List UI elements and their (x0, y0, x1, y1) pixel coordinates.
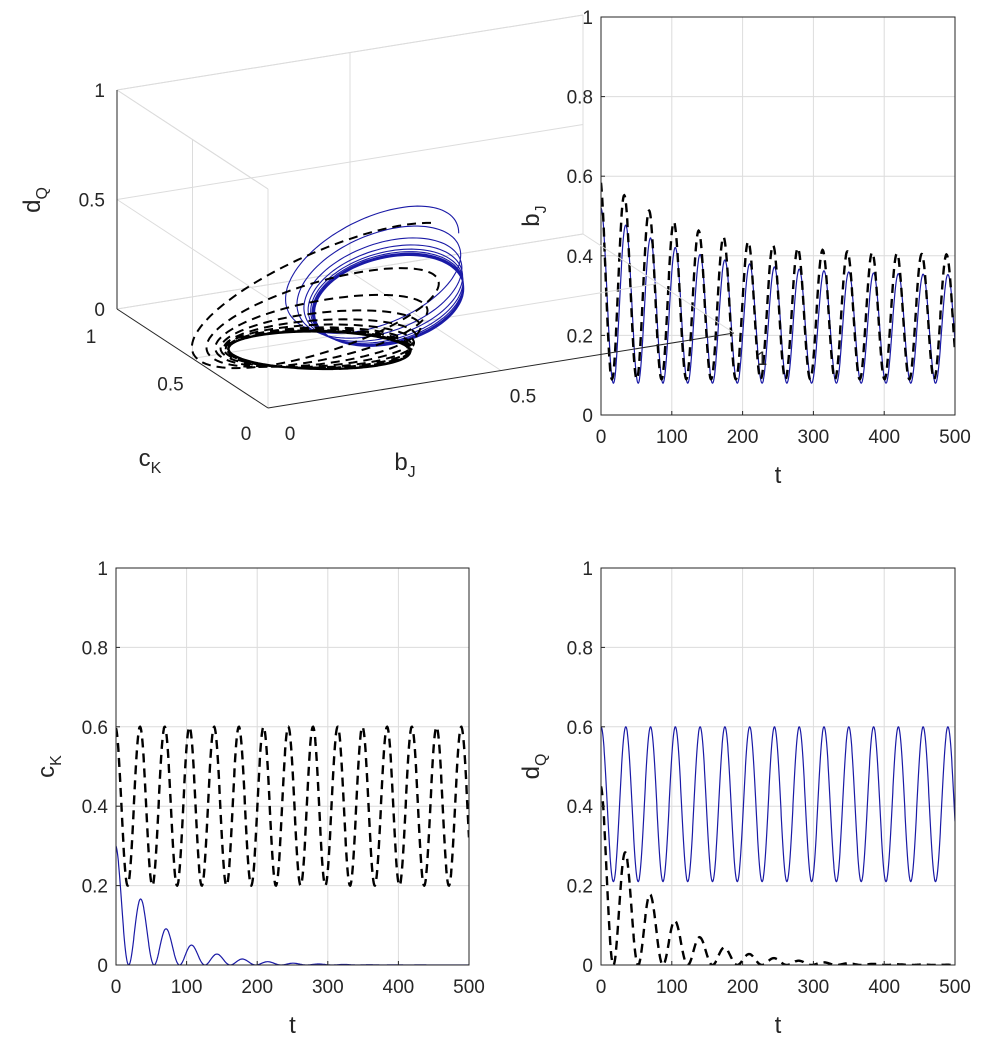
axes-box (115, 567, 470, 966)
x-tick-label: 500 (939, 427, 971, 448)
x-axis-line (267, 332, 735, 409)
x-tick-label: 100 (656, 427, 688, 448)
x-tick-label: 300 (798, 977, 830, 998)
panel-dq: 0 100 200 300 400 500 0 0.2 0.4 0.6 0.8 1 t dQ (518, 559, 971, 1039)
plot-area (601, 17, 955, 415)
x-tick-label: 0 (596, 977, 607, 998)
x-tick-label: 200 (241, 977, 273, 998)
x-tick-label: 1 (757, 349, 768, 370)
series-dashed (601, 786, 955, 965)
series-solid (601, 726, 955, 883)
grid-line (116, 199, 269, 299)
panel-ck: 0 100 200 300 400 500 0 0.2 0.4 0.6 0.8 1 t cK (33, 559, 485, 1039)
z-tick-label: 0.5 (79, 191, 105, 212)
trajectory-dashed (190, 221, 440, 371)
y-axis-line (116, 308, 269, 409)
y-tick-label: 0.2 (567, 326, 593, 347)
x-tick-label: 400 (868, 977, 900, 998)
y-tick-label: 0.6 (567, 718, 593, 739)
box-edge (116, 14, 584, 91)
x-tick-label: 0 (285, 424, 296, 445)
x-tick-label: 400 (868, 427, 900, 448)
x-tick-label: 0 (596, 427, 607, 448)
y-tick-label: 1 (582, 559, 593, 580)
grid-line (192, 283, 659, 359)
y-tick-label: 1 (86, 327, 97, 348)
x-tick-label: 500 (453, 977, 485, 998)
x-tick-label: 300 (312, 977, 344, 998)
y-tick-label: 0 (582, 956, 593, 977)
x-axis-label: t (775, 1012, 782, 1039)
svg-text:cK: cK (33, 755, 65, 778)
y-tick-label: 0 (241, 424, 252, 445)
box-edge (116, 89, 269, 190)
y-tick-label: 0.2 (82, 877, 108, 898)
grid-line (116, 233, 584, 310)
y-tick-label: 0.4 (82, 797, 109, 818)
x-tick-label: 500 (939, 977, 971, 998)
plot-area (601, 568, 955, 965)
svg-text:cK: cK (139, 445, 162, 477)
y-tick-label: 0.5 (157, 375, 183, 396)
plot-area (116, 568, 469, 965)
x-tick-label: 0 (111, 977, 122, 998)
y-axis-label: cK (33, 755, 65, 778)
svg-text:dQ: dQ (518, 754, 550, 780)
x-tick-label: 0.5 (510, 387, 536, 408)
y-axis-label: bJ (518, 205, 550, 226)
x-axis-label: bJ (394, 449, 415, 481)
svg-text:dQ: dQ (19, 187, 51, 213)
y-axis-label: dQ (518, 754, 550, 780)
z-tick-label: 1 (94, 81, 105, 102)
x-tick-label: 300 (798, 427, 830, 448)
y-tick-label: 0.4 (567, 797, 594, 818)
grid-line (116, 124, 584, 200)
grid-line (582, 233, 735, 334)
trajectory-solid (285, 205, 465, 347)
x-tick-label: 200 (727, 977, 759, 998)
series-dashed (601, 182, 955, 381)
x-tick-label: 200 (727, 427, 759, 448)
y-tick-label: 1 (97, 559, 108, 580)
y-tick-label: 0.4 (567, 247, 594, 268)
svg-text:bJ: bJ (518, 205, 550, 226)
y-tick-label: 0.6 (567, 167, 593, 188)
axes-box (600, 567, 956, 966)
x-tick-label: 400 (383, 977, 415, 998)
z-tick-label: 0 (94, 300, 105, 321)
series-dashed (116, 725, 469, 888)
axes-box (600, 16, 956, 416)
y-tick-label: 0 (97, 956, 108, 977)
panel-bj: 0 100 200 300 400 500 0 0.2 0.4 0.6 0.8 1 t bJ (518, 8, 971, 489)
x-tick-label: 100 (656, 977, 688, 998)
y-tick-label: 1 (582, 8, 593, 29)
svg-text:bJ: bJ (394, 449, 415, 481)
x-axis-label: t (775, 462, 782, 489)
y-tick-label: 0 (582, 406, 593, 427)
y-axis-label: cK (139, 445, 162, 477)
z-axis-label: dQ (19, 187, 51, 213)
y-tick-label: 0.8 (567, 88, 593, 109)
y-tick-label: 0.2 (567, 877, 593, 898)
y-tick-label: 0.8 (567, 638, 593, 659)
y-tick-label: 0.8 (82, 638, 108, 659)
x-axis-label: t (289, 1012, 296, 1039)
series-solid (116, 845, 469, 965)
y-tick-label: 0.6 (82, 718, 108, 739)
x-tick-label: 100 (171, 977, 203, 998)
